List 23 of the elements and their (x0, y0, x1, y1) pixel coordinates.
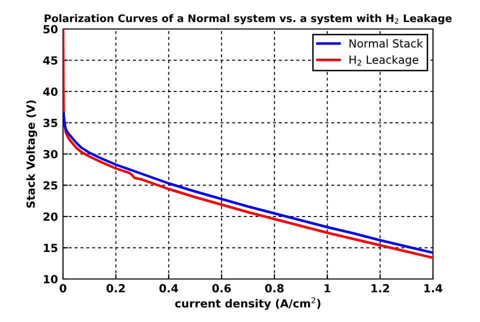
legend-label: H$_{2}$ Leackage (350, 55, 418, 66)
y-tick-label: 50 (44, 24, 58, 34)
y-axis-title: Stack Voltage (V) (26, 100, 38, 208)
y-tick-label: 30 (43, 150, 58, 158)
y-tick-label: 10 (44, 274, 58, 284)
x-tick-label: 1.4 (424, 284, 442, 292)
x-tick-label: 0.2 (106, 284, 125, 292)
chart-title: Polarization Curves of a Normal system vs. a system with H$_{2}$ Leakage (44, 14, 452, 24)
y-tick-label: 20 (44, 212, 58, 221)
y-tick-label: 25 (44, 181, 58, 190)
x-axis-title: current density (A/cm$^{2}$) (175, 297, 320, 310)
x-tick-label: 0 (60, 284, 66, 292)
y-tick-label: 15 (44, 244, 58, 252)
y-tick-label: 45 (43, 56, 58, 65)
y-tick-label: 40 (43, 87, 58, 96)
x-tick-label: 1 (324, 284, 330, 292)
x-tick-label: 0.8 (265, 284, 284, 292)
x-tick-label: 0.6 (212, 284, 231, 292)
y-tick-label: 35 (43, 118, 58, 128)
x-tick-label: 1.2 (372, 284, 390, 292)
x-tick-label: 0.4 (159, 284, 178, 292)
line-series (63, 112, 433, 254)
legend-label: Normal Stack (350, 39, 423, 48)
